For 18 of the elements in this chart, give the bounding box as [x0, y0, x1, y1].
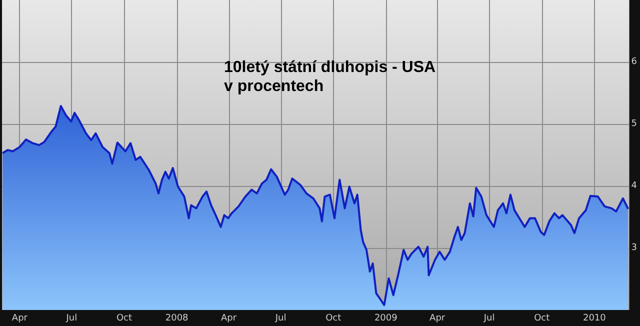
text: 10letý státní dluhopis - USA	[224, 59, 436, 76]
x-tick-label: Apr	[12, 314, 28, 324]
x-tick-label: 2010	[582, 314, 606, 324]
x-tick-label: Apr	[430, 314, 446, 324]
y-tick-label: 4	[631, 181, 638, 191]
x-tick-label: Oct	[534, 314, 550, 324]
text: v procentech	[224, 78, 324, 95]
x-tick-label: Jul	[65, 314, 78, 324]
y-tick-label: 6	[631, 57, 638, 67]
x-tick-label: 2009	[374, 314, 398, 324]
x-tick-label: Oct	[116, 314, 133, 324]
x-tick-label: Jul	[274, 314, 286, 324]
y-tick-label: 3	[631, 243, 638, 253]
x-tick-label: Apr	[221, 314, 237, 324]
x-tick-label: Oct	[326, 314, 342, 324]
y-tick-label: 5	[631, 119, 638, 129]
x-tick-label: Jul	[482, 314, 495, 324]
x-tick-label: 2008	[165, 314, 189, 324]
